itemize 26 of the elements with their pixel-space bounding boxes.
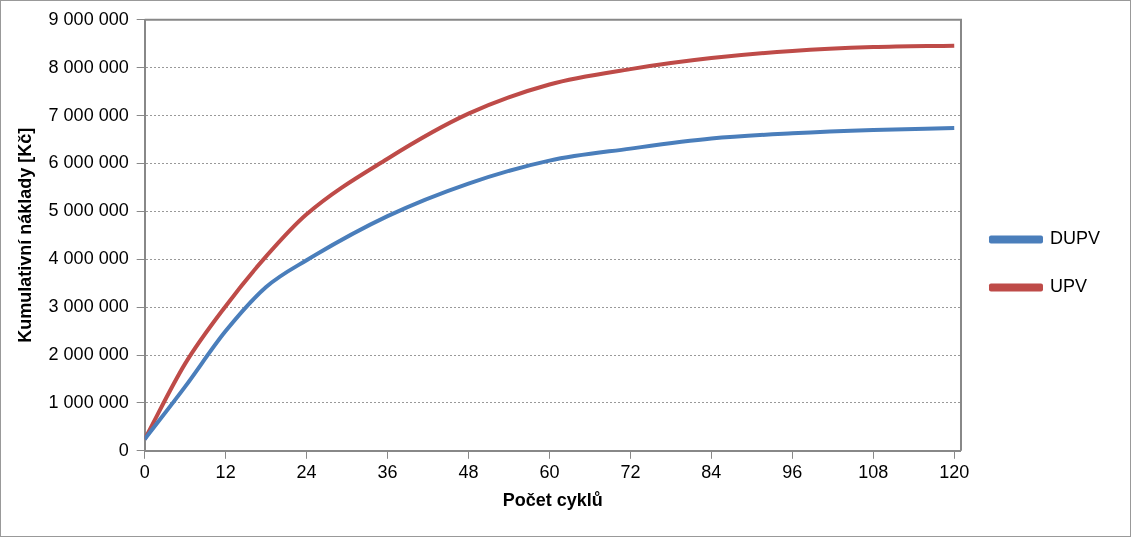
x-tick-label: 96	[782, 461, 803, 482]
line-series	[144, 126, 957, 442]
x-tick-label: 108	[858, 461, 889, 482]
x-axis-title: Počet cyklů	[502, 490, 603, 511]
y-tick-label: 2 000 000	[48, 343, 129, 364]
x-tick-label: 120	[939, 461, 970, 482]
y-tick-label: 9 000 000	[48, 8, 129, 29]
x-tick-label: 36	[377, 461, 398, 482]
y-tick-label: 8 000 000	[48, 56, 129, 77]
x-tick-label: 12	[215, 461, 236, 482]
x-tick-label: 60	[539, 461, 560, 482]
x-tick-label: 48	[458, 461, 479, 482]
y-tick-label: 3 000 000	[48, 296, 129, 317]
legend-label: UPV	[1049, 276, 1088, 297]
x-tick-label: 24	[296, 461, 317, 482]
y-tick-label: 4 000 000	[48, 248, 129, 269]
x-tick-label: 84	[701, 461, 722, 482]
x-tick-label: 72	[620, 461, 641, 482]
x-tick-label: 0	[139, 461, 150, 482]
y-axis-title: Kumulativní náklady [Kč]	[14, 127, 35, 343]
y-tick-label: 5 000 000	[48, 200, 129, 221]
y-tick-label: 7 000 000	[48, 104, 129, 125]
y-tick-label: 6 000 000	[48, 152, 129, 173]
y-tick-label: 0	[118, 439, 129, 460]
y-tick-label: 1 000 000	[48, 391, 129, 412]
legend-label: DUPV	[1049, 228, 1101, 249]
